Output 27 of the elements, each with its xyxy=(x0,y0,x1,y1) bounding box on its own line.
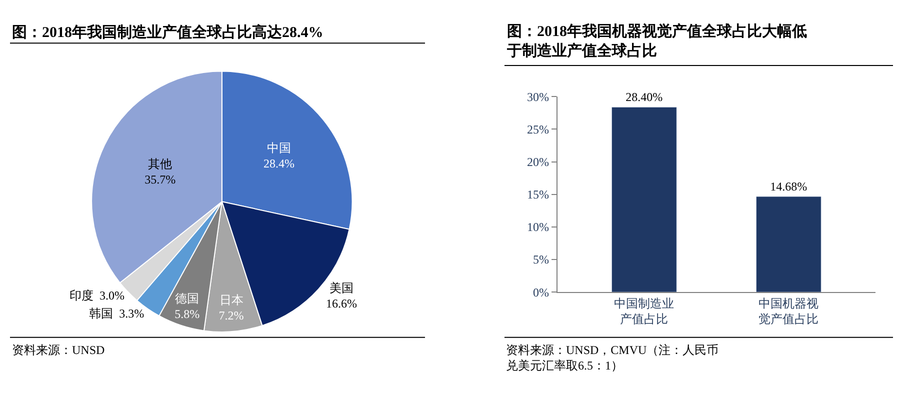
y-tick-label: 15% xyxy=(527,188,550,202)
x-tick-label: 中国制造业产值占比 xyxy=(614,296,674,326)
y-tick-label: 20% xyxy=(527,155,550,169)
y-tick-label: 0% xyxy=(533,285,550,300)
slice-label: 德国 xyxy=(175,292,200,306)
y-tick-label: 30% xyxy=(527,90,550,104)
data-label: 28.40% xyxy=(626,90,663,104)
text: 资料来源：UNSD，CMVU（注：人民币兑美元汇率取6.5：1） xyxy=(506,343,719,373)
data-label: 7.2% xyxy=(218,308,244,322)
chart-title: 图：2018年我国制造业产值全球占比高达28.4% xyxy=(12,23,324,41)
slice-label: 韩国 3.3% xyxy=(89,306,144,320)
data-label: 14.68% xyxy=(770,179,808,194)
slice-label: 日本 xyxy=(219,292,244,307)
data-label: 35.7% xyxy=(144,172,176,187)
text: 资料来源：UNSD xyxy=(12,343,106,357)
y-tick-label: 5% xyxy=(533,252,550,267)
y-tick-label: 25% xyxy=(527,122,550,136)
data-label: 5.8% xyxy=(174,307,200,322)
slice-label: 中国 xyxy=(266,140,291,155)
data-label: 16.6% xyxy=(326,296,357,310)
data-label: 28.4% xyxy=(263,156,294,170)
x-tick-label: 中国机器视觉产值占比 xyxy=(758,296,819,326)
y-tick-label: 10% xyxy=(527,220,550,234)
chart-title: 图：2018年我国机器视觉产值全球占比大幅低于制造业产值全球占比 xyxy=(506,23,807,60)
slice-label: 美国 xyxy=(329,280,354,295)
slice-label: 其他 xyxy=(148,157,172,172)
slice-label: 印度 3.0% xyxy=(70,288,125,302)
